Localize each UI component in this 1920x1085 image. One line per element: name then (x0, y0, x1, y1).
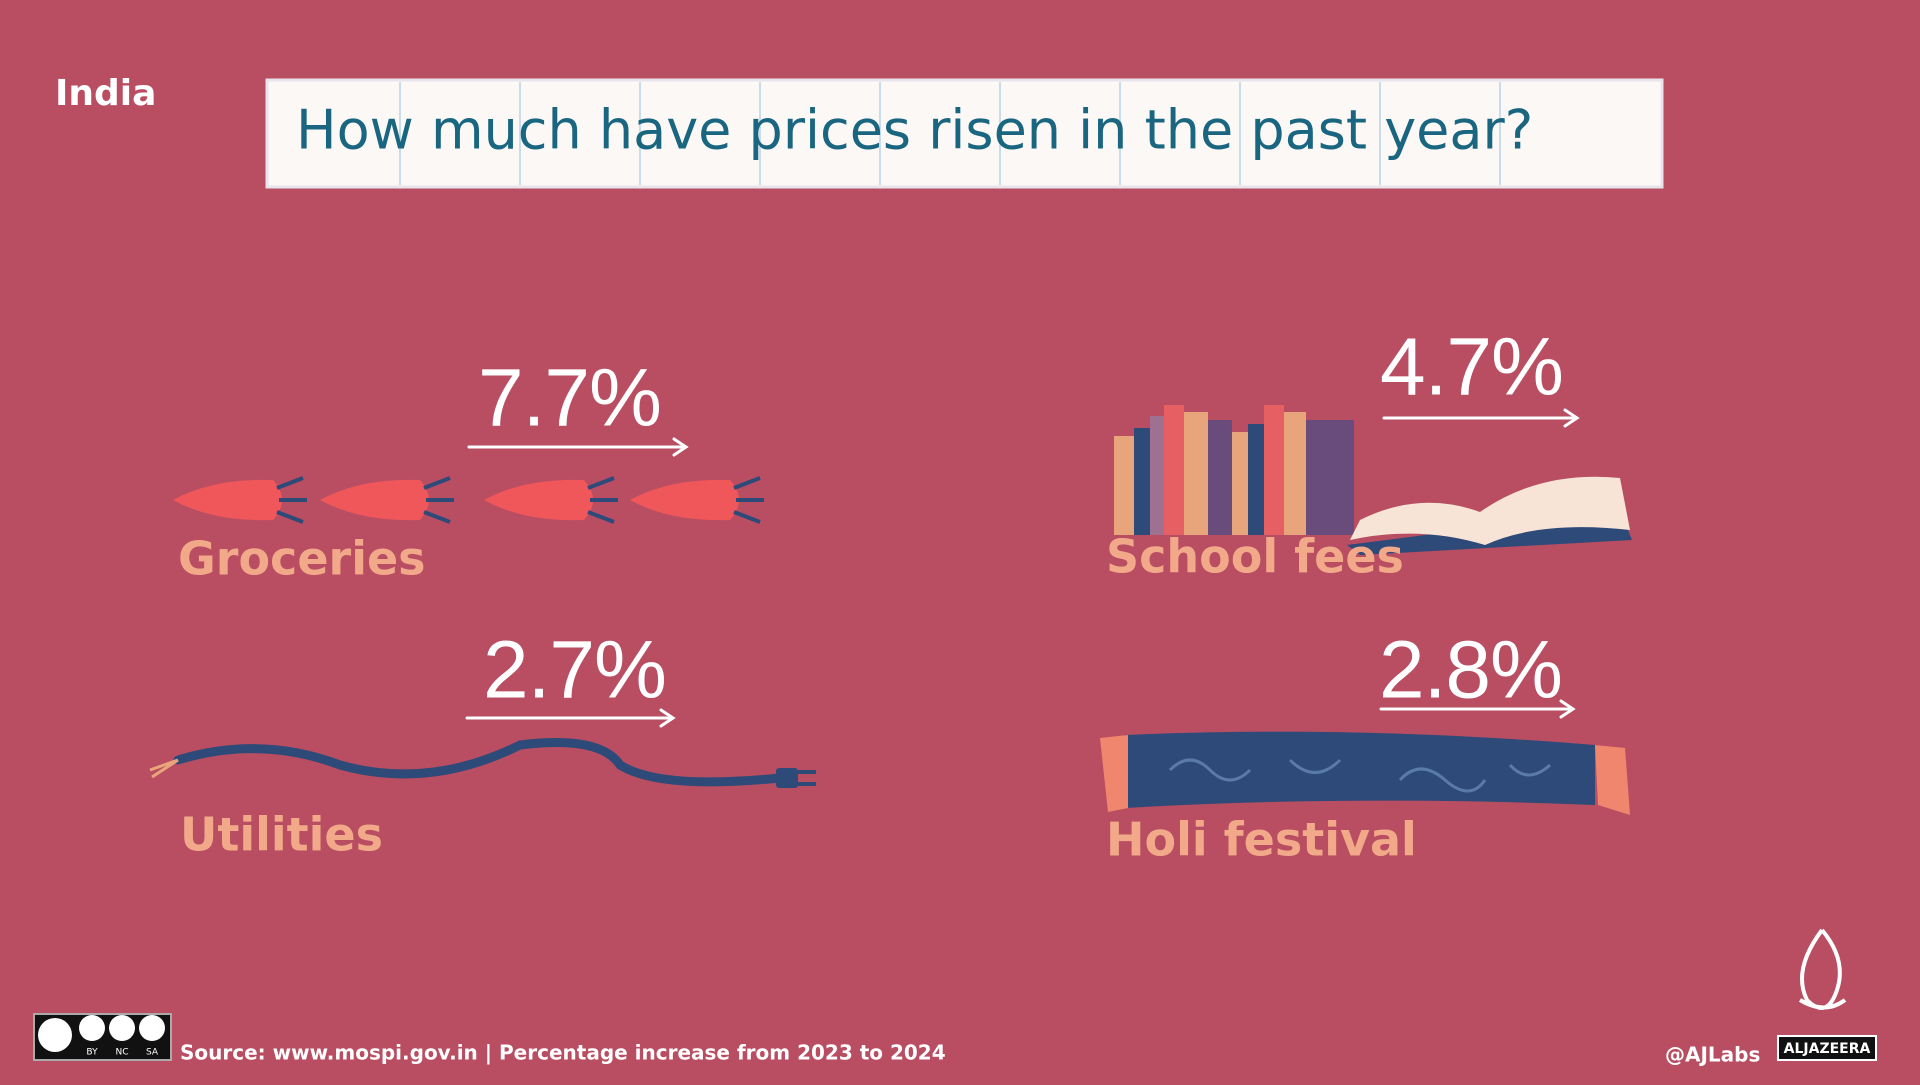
scarf-illustration (1100, 731, 1630, 815)
percentage: 4.7% (1380, 322, 1563, 413)
percentage: 2.8% (1379, 625, 1562, 716)
cable-illustration (149, 738, 816, 788)
category-label: Holi festival (1106, 813, 1417, 867)
logo-box (1777, 1035, 1877, 1061)
source-note: Source: www.mospi.gov.in | Percentage in… (180, 1041, 946, 1065)
license-term: NC (115, 1048, 128, 1058)
license-term: SA (146, 1048, 159, 1058)
carrots-illustration (173, 476, 764, 524)
arrow (1382, 408, 1580, 428)
books-illustration (1114, 405, 1632, 555)
license-term: BY (86, 1048, 98, 1058)
percentage: 2.7% (483, 625, 666, 716)
percentage: 7.7% (478, 353, 661, 444)
category-label: Groceries (178, 532, 426, 586)
logo-mark (1798, 928, 1847, 1010)
title: How much have prices risen in the past y… (296, 99, 1533, 162)
arrow (467, 437, 689, 457)
license-badge (33, 1013, 172, 1061)
region-label: India (55, 73, 156, 114)
arrow (465, 708, 676, 728)
title-box (265, 78, 1664, 189)
logo-text: ALJAZEERA (1784, 1041, 1871, 1057)
category-label: School fees (1106, 530, 1404, 584)
arrow (1379, 699, 1576, 719)
category-label: Utilities (180, 808, 383, 862)
handle: @AJLabs (1665, 1043, 1760, 1067)
